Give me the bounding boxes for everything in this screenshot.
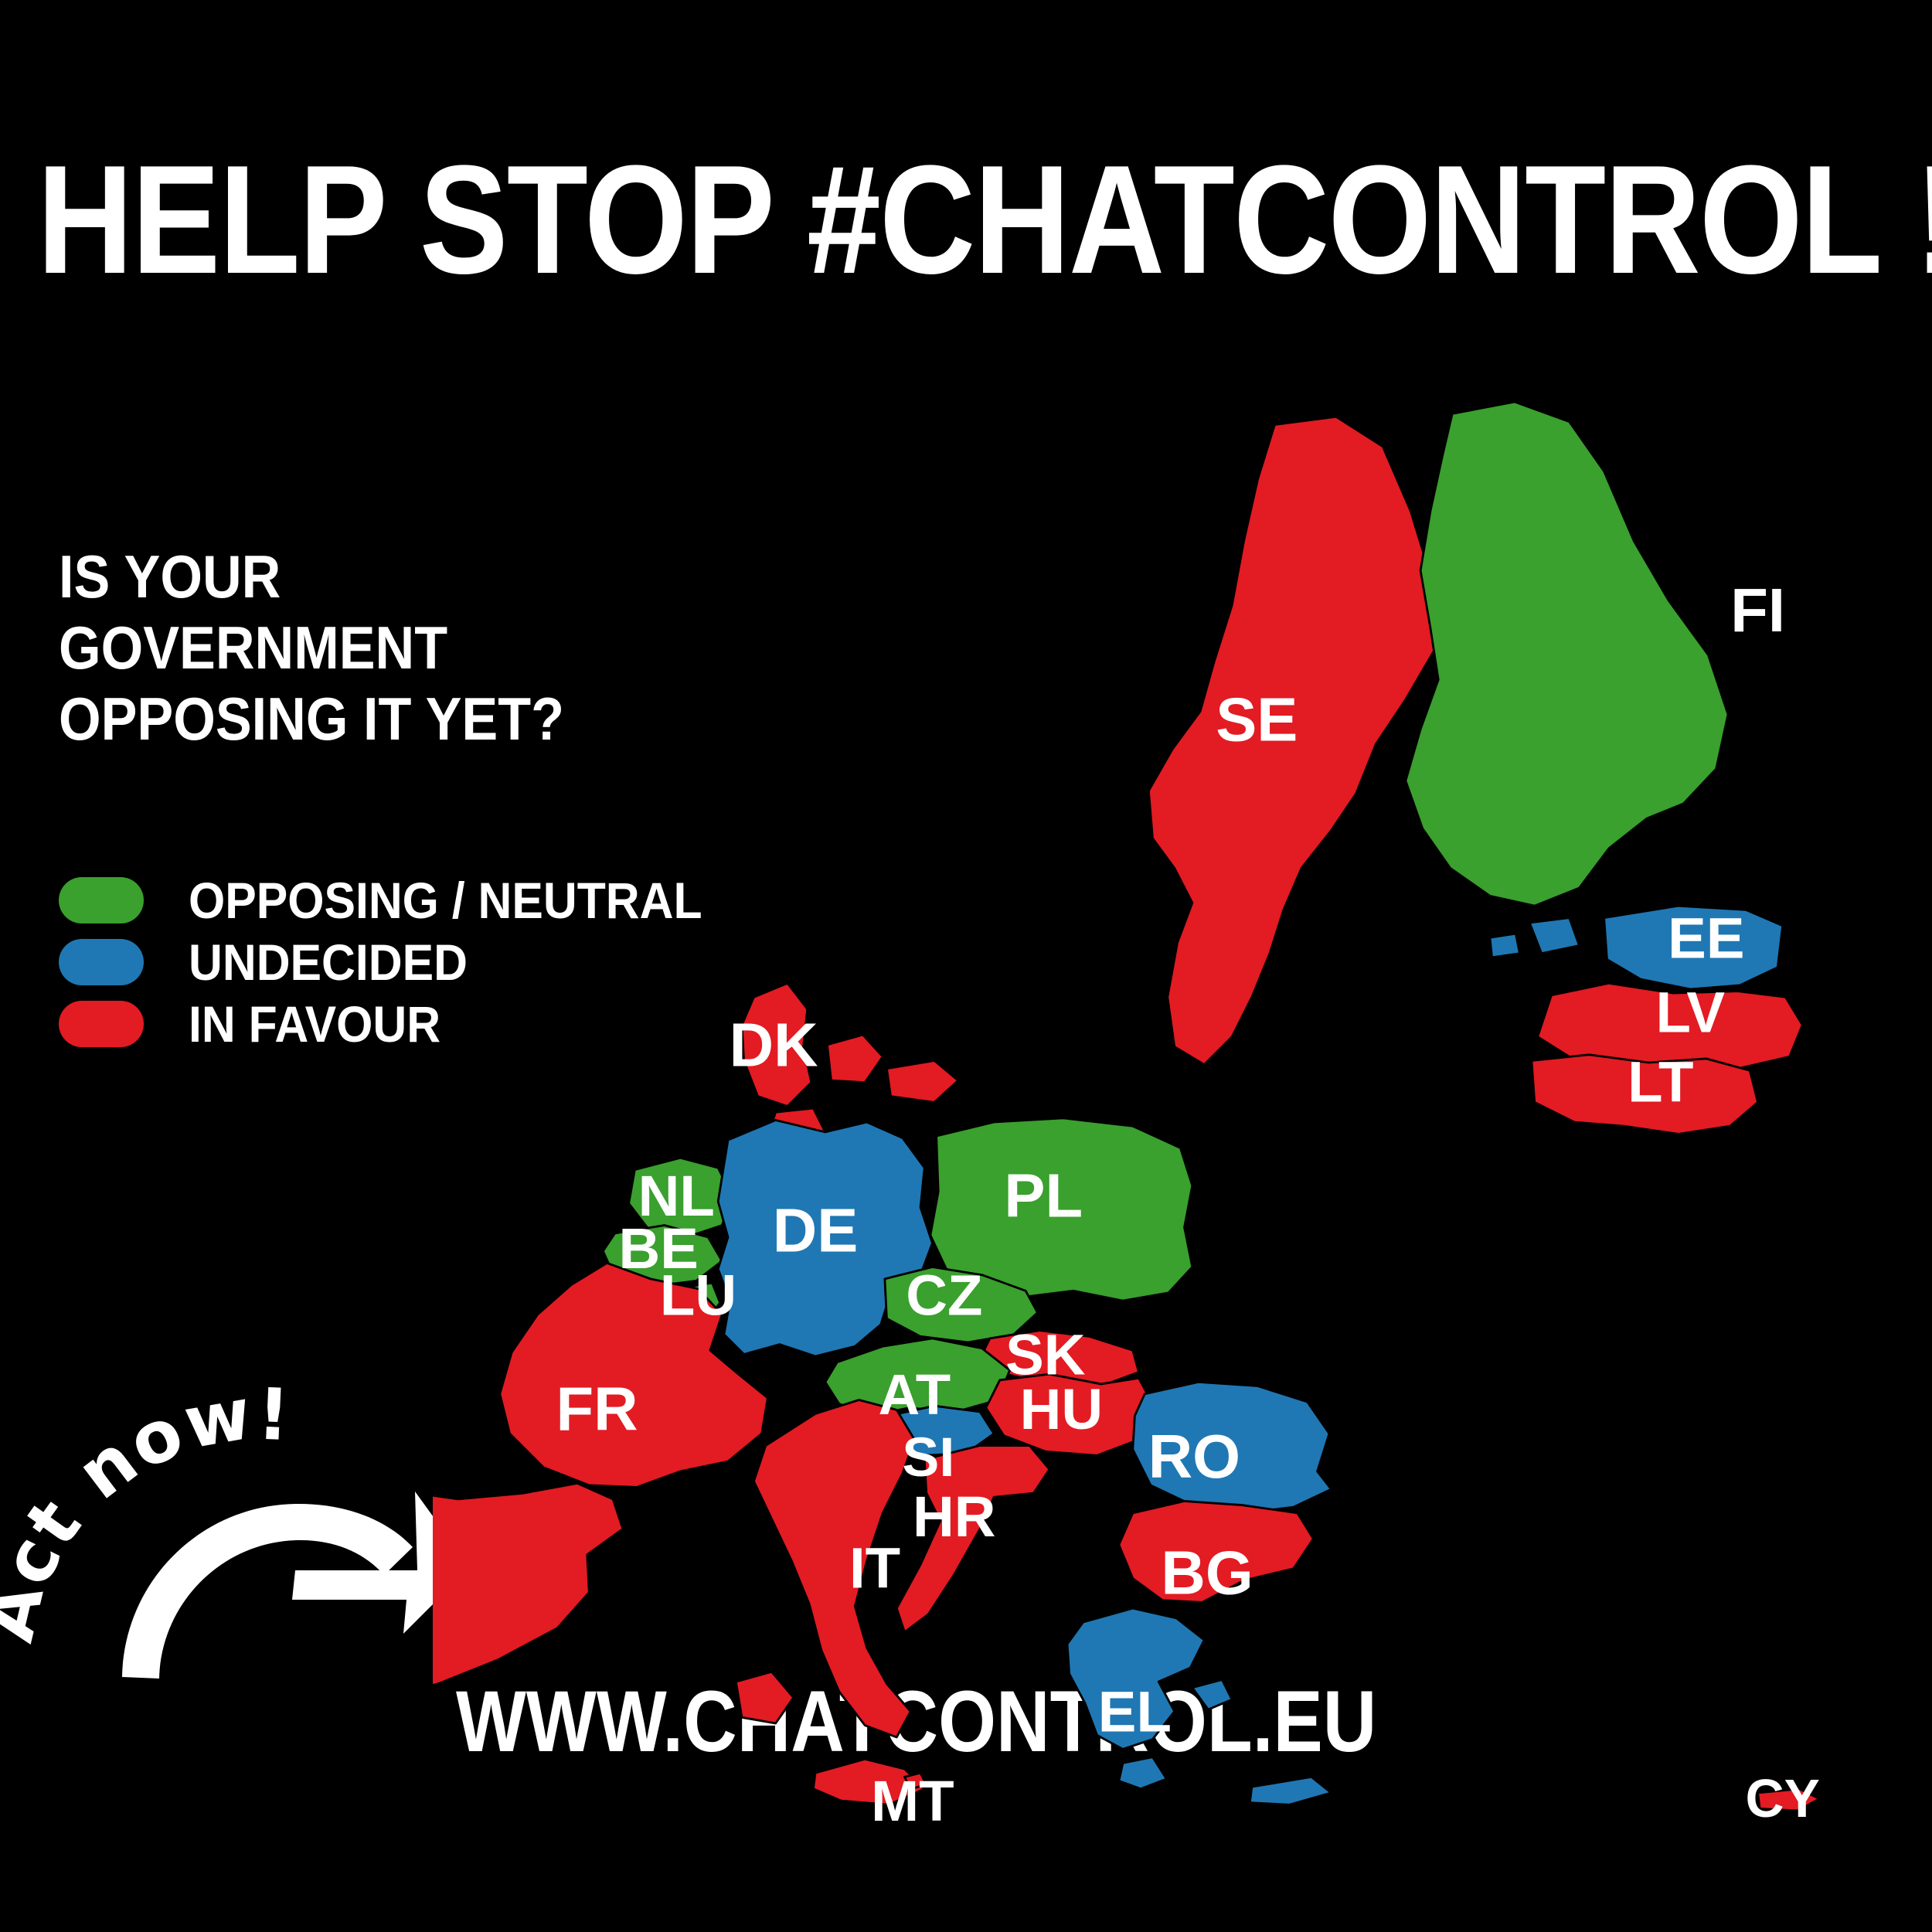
legend-label-opposing: OPPOSING / NEUTRAL <box>189 872 702 929</box>
label-RO: RO <box>1148 1422 1240 1491</box>
legend-label-favour: IN FAVOUR <box>189 995 441 1053</box>
legend: OPPOSING / NEUTRAL UNDECIDED IN FAVOUR <box>59 872 747 1057</box>
page-title: HELP STOP #CHATCONTROL ! <box>37 143 1932 298</box>
country-DE[interactable] <box>716 1119 934 1358</box>
label-FR: FR <box>556 1374 638 1443</box>
label-LV: LV <box>1656 981 1726 1045</box>
label-AT: AT <box>879 1362 951 1427</box>
country-IT[interactable] <box>734 1399 926 1806</box>
question-block: IS YOUR GOVERNMENT OPPOSING IT YET? <box>59 541 564 754</box>
label-EE: EE <box>1668 906 1744 970</box>
country-MT[interactable] <box>903 1771 928 1791</box>
country-FR[interactable] <box>498 1261 769 1488</box>
country-EE[interactable] <box>1488 904 1784 991</box>
country-ES[interactable] <box>433 1481 624 1699</box>
label-NL: NL <box>638 1164 715 1228</box>
question-line-3: OPPOSING IT YET? <box>59 685 565 753</box>
label-PL: PL <box>1004 1161 1083 1230</box>
label-BG: BG <box>1161 1538 1253 1607</box>
question-line-2: GOVERNMENT <box>59 614 448 682</box>
legend-item-favour: IN FAVOUR <box>59 995 747 1053</box>
country-labels: SE FI EE LV LT DK IE NL BE LU DE PL CZ S… <box>433 576 1820 1833</box>
call-to-action: Act now! <box>0 1368 487 1816</box>
label-BE: BE <box>618 1216 698 1281</box>
label-SE: SE <box>1216 685 1298 753</box>
label-ES: ES <box>433 1603 434 1672</box>
label-LU: LU <box>660 1263 736 1327</box>
label-HU: HU <box>1020 1377 1104 1441</box>
label-EL: EL <box>1098 1680 1172 1744</box>
label-MT: MT <box>871 1769 954 1833</box>
label-SI: SI <box>902 1427 954 1488</box>
headline-text: HELP STOP #CHATCONTROL ! <box>37 134 1932 306</box>
label-DK: DK <box>730 1010 818 1079</box>
country-NL[interactable] <box>628 1156 733 1239</box>
label-CY: CY <box>1746 1768 1820 1828</box>
legend-item-undecided: UNDECIDED <box>59 934 747 991</box>
country-BG[interactable] <box>1117 1500 1315 1604</box>
legend-swatch-favour <box>59 1001 144 1047</box>
question-line-1: IS YOUR <box>59 543 281 611</box>
country-HR[interactable] <box>895 1444 1051 1634</box>
country-DK[interactable] <box>740 981 960 1149</box>
label-SK: SK <box>1005 1323 1086 1387</box>
label-IT: IT <box>849 1536 900 1600</box>
label-HR: HR <box>913 1485 996 1549</box>
country-PL[interactable] <box>929 1117 1194 1302</box>
label-DE: DE <box>773 1196 859 1264</box>
label-FI: FI <box>1730 576 1785 645</box>
label-LT: LT <box>1628 1049 1693 1114</box>
country-FI[interactable] <box>1404 402 1730 907</box>
curved-arrow-icon <box>122 1492 470 1679</box>
label-CZ: CZ <box>906 1263 982 1327</box>
act-now-graphic: Act now! <box>0 1372 470 1679</box>
europe-map: SE FI EE LV LT DK IE NL BE LU DE PL CZ S… <box>433 402 1932 1870</box>
country-EL[interactable] <box>1066 1607 1332 1806</box>
legend-label-undecided: UNDECIDED <box>189 934 468 991</box>
europe-map-svg: SE FI EE LV LT DK IE NL BE LU DE PL CZ S… <box>433 402 1821 1833</box>
legend-item-opposing: OPPOSING / NEUTRAL <box>59 872 747 929</box>
country-LT[interactable] <box>1530 1053 1760 1135</box>
country-CY[interactable] <box>1757 1787 1821 1812</box>
country-AT[interactable] <box>824 1337 1012 1417</box>
legend-swatch-undecided <box>59 939 144 985</box>
country-CZ[interactable] <box>883 1266 1039 1344</box>
legend-swatch-opposing <box>59 877 144 923</box>
country-RO[interactable] <box>1131 1380 1332 1515</box>
